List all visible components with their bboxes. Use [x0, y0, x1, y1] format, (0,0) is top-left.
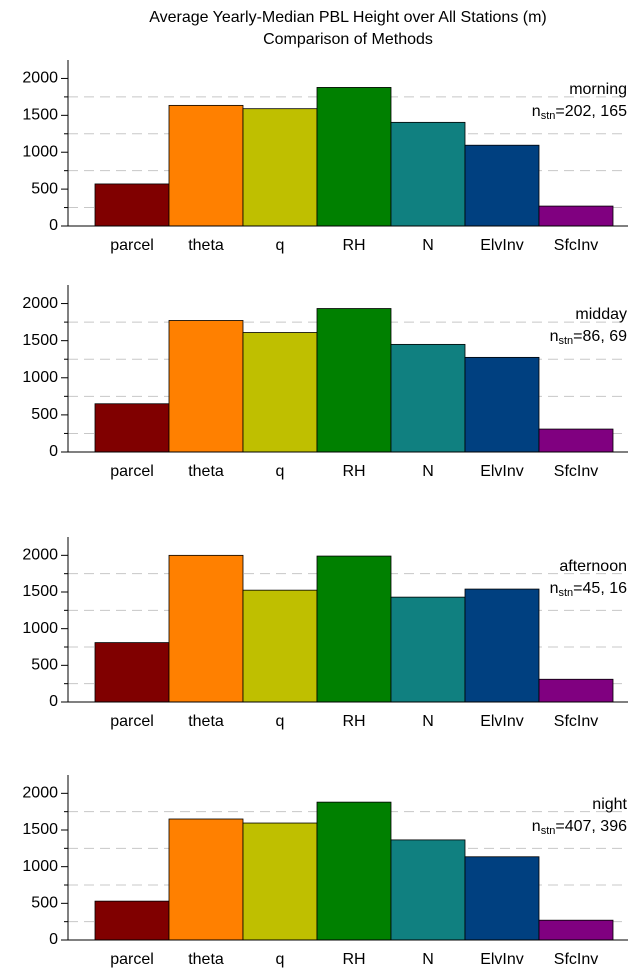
y-tick-label: 0 — [49, 931, 58, 948]
station-count-subscript: stn — [541, 825, 556, 837]
bar — [390, 343, 466, 453]
y-tick-label: 1000 — [22, 858, 58, 875]
station-count-subscript: stn — [558, 335, 573, 347]
bar — [316, 308, 392, 453]
station-count-value: =407, 396 — [555, 818, 627, 835]
bar — [316, 801, 392, 941]
y-tick-label: 0 — [49, 443, 58, 460]
bar — [168, 554, 244, 703]
y-tick-label: 2000 — [22, 785, 58, 802]
bar — [242, 822, 318, 941]
x-tick-label: ElvInv — [480, 951, 524, 968]
figure-title: Average Yearly-Median PBL Height over Al… — [149, 9, 547, 26]
bar — [94, 183, 170, 227]
y-tick-label: 2000 — [22, 295, 58, 312]
bar — [168, 818, 244, 941]
figure-subtitle: Comparison of Methods — [263, 31, 433, 48]
station-count-value: =45, 16 — [573, 580, 627, 597]
y-tick-label: 1500 — [22, 107, 58, 124]
x-tick-label: q — [276, 951, 285, 968]
y-tick-label: 500 — [31, 895, 58, 912]
bar — [538, 678, 614, 703]
x-tick-label: parcel — [110, 951, 154, 968]
x-tick-label: N — [422, 951, 434, 968]
x-tick-label: N — [422, 463, 434, 480]
bar — [538, 919, 614, 941]
x-tick-label: SfcInv — [554, 951, 598, 968]
y-tick-label: 1500 — [22, 821, 58, 838]
bar — [94, 642, 170, 703]
bar — [390, 839, 466, 941]
x-tick-label: RH — [342, 951, 365, 968]
station-count-symbol: n — [550, 328, 559, 345]
x-tick-label: theta — [188, 713, 224, 730]
x-tick-label: N — [422, 713, 434, 730]
bar — [464, 144, 540, 227]
x-tick-label: theta — [188, 463, 224, 480]
bar — [316, 87, 392, 227]
bar — [242, 332, 318, 453]
x-tick-label: q — [276, 463, 285, 480]
y-tick-label: 1000 — [22, 143, 58, 160]
x-tick-label: SfcInv — [554, 237, 598, 254]
station-count-value: =86, 69 — [573, 328, 627, 345]
x-tick-label: theta — [188, 951, 224, 968]
y-tick-label: 500 — [31, 180, 58, 197]
bar — [464, 356, 540, 453]
bar — [390, 596, 466, 703]
x-tick-label: q — [276, 237, 285, 254]
station-count-subscript: stn — [541, 110, 556, 122]
bar — [168, 104, 244, 227]
station-count-subscript: stn — [558, 587, 573, 599]
station-count: nstn=407, 396 — [532, 818, 627, 837]
bar — [242, 589, 318, 703]
y-tick-label: 2000 — [22, 547, 58, 564]
y-tick-label: 0 — [49, 217, 58, 234]
y-tick-label: 2000 — [22, 70, 58, 87]
y-tick-label: 1500 — [22, 332, 58, 349]
x-tick-label: RH — [342, 237, 365, 254]
x-tick-label: RH — [342, 463, 365, 480]
bar — [94, 900, 170, 941]
x-tick-label: parcel — [110, 237, 154, 254]
bar — [538, 428, 614, 453]
x-tick-label: q — [276, 713, 285, 730]
station-count-symbol: n — [532, 103, 541, 120]
x-tick-label: parcel — [110, 463, 154, 480]
annotation: night — [592, 796, 627, 813]
station-count: nstn=202, 165 — [532, 103, 627, 122]
y-tick-label: 500 — [31, 406, 58, 423]
x-tick-label: RH — [342, 713, 365, 730]
x-tick-label: SfcInv — [554, 713, 598, 730]
station-count-symbol: n — [550, 580, 559, 597]
bar — [242, 108, 318, 227]
y-tick-label: 1000 — [22, 369, 58, 386]
bar — [94, 403, 170, 453]
y-tick-label: 1500 — [22, 583, 58, 600]
y-tick-label: 1000 — [22, 620, 58, 637]
annotation: midday — [575, 306, 627, 323]
station-count: nstn=86, 69 — [550, 328, 628, 347]
annotation: afternoon — [559, 558, 627, 575]
bar — [464, 856, 540, 941]
x-tick-label: ElvInv — [480, 237, 524, 254]
y-tick-label: 500 — [31, 657, 58, 674]
bar — [390, 121, 466, 227]
x-tick-label: parcel — [110, 713, 154, 730]
bar — [538, 205, 614, 227]
x-tick-label: N — [422, 237, 434, 254]
x-tick-label: theta — [188, 237, 224, 254]
station-count: nstn=45, 16 — [550, 580, 628, 599]
bar — [168, 320, 244, 453]
y-tick-label: 0 — [49, 693, 58, 710]
bar — [464, 588, 540, 703]
station-count-value: =202, 165 — [555, 103, 627, 120]
station-count-symbol: n — [532, 818, 541, 835]
x-tick-label: ElvInv — [480, 713, 524, 730]
annotation: morning — [569, 81, 627, 98]
bar — [316, 555, 392, 703]
x-tick-label: ElvInv — [480, 463, 524, 480]
x-tick-label: SfcInv — [554, 463, 598, 480]
